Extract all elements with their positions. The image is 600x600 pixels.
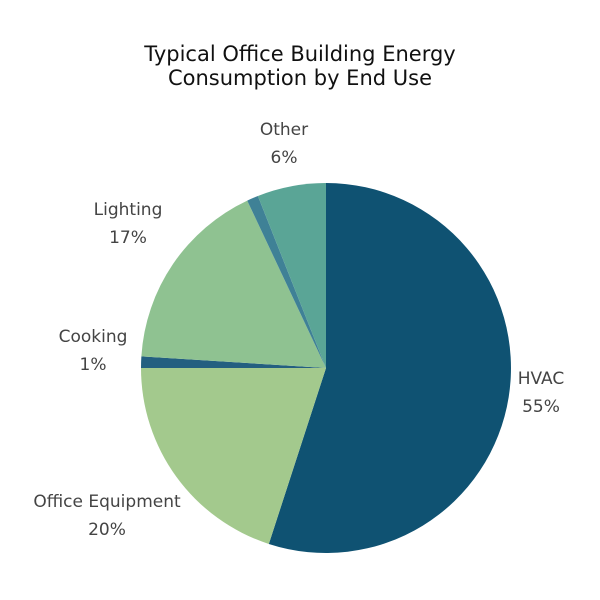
pie-slice-hvac (268, 183, 511, 553)
pie-slice-lighting (141, 200, 326, 368)
slice-percent-cooking: 1% (80, 355, 107, 375)
slice-label-office-equipment: Office Equipment (33, 492, 181, 512)
pie-slice-unlabeled-4 (247, 195, 326, 368)
chart-title-line-2: Consumption by End Use (167, 66, 432, 90)
slice-label-hvac: HVAC (518, 369, 565, 389)
slice-label-other: Other (260, 120, 308, 140)
pie-slice-cooking (141, 356, 326, 368)
slice-percent-lighting: 17% (109, 228, 147, 248)
chart-title: Typical Office Building Energy Consumpti… (0, 42, 600, 90)
slice-label-lighting: Lighting (94, 200, 163, 220)
slice-percent-hvac: 55% (522, 397, 560, 417)
slice-percent-office-equipment: 20% (88, 520, 126, 540)
pie-slice-office-equipment (141, 368, 326, 544)
pie-slice-other (257, 183, 326, 368)
chart-title-line-1: Typical Office Building Energy (144, 42, 456, 66)
slice-percent-other: 6% (271, 148, 298, 168)
slice-label-cooking: Cooking (59, 327, 128, 347)
